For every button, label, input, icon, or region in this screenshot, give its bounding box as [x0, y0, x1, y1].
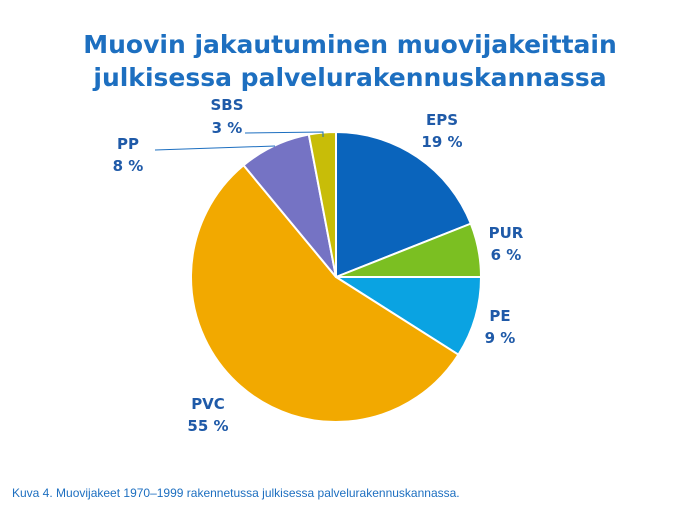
- chart-title-line-1: Muovin jakautuminen muovijakeittain: [83, 30, 617, 59]
- slice-label-sbs: SBS: [210, 96, 243, 114]
- slice-value-pe: 9 %: [485, 329, 516, 347]
- slice-value-pvc: 55 %: [187, 417, 228, 435]
- pie-slices: [190, 131, 482, 423]
- slice-label-pe: PE: [489, 307, 510, 325]
- pie-slice-sbs: [307, 131, 337, 278]
- figure-caption: Kuva 4. Muovijakeet 1970–1999 rakennetus…: [12, 486, 460, 500]
- slice-value-pur: 6 %: [491, 246, 522, 264]
- chart-title: Muovin jakautuminen muovijakeittain julk…: [0, 28, 700, 94]
- slice-label-pp: PP: [117, 135, 139, 153]
- slice-value-sbs: 3 %: [212, 119, 243, 137]
- pie-slice-pvc: [190, 164, 460, 423]
- leader-line-sbs: [244, 131, 324, 137]
- chart-title-line-2: julkisessa palvelurakennuskannassa: [93, 63, 607, 92]
- slice-label-pur: PUR: [489, 224, 524, 242]
- pie-slice-eps: [335, 131, 472, 278]
- slice-value-pp: 8 %: [113, 157, 144, 175]
- pie-slice-pe: [335, 276, 482, 356]
- slice-value-eps: 19 %: [421, 133, 462, 151]
- leader-line-pp: [154, 145, 276, 151]
- slice-label-pvc: PVC: [191, 395, 225, 413]
- slice-label-eps: EPS: [426, 111, 458, 129]
